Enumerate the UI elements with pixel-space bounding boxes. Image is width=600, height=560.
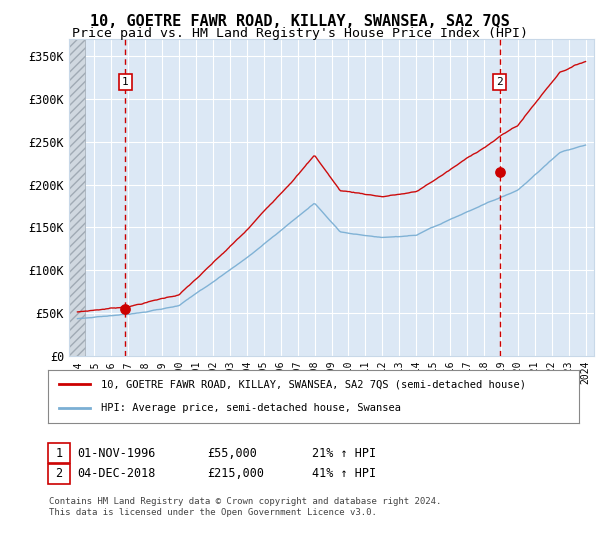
Text: Contains HM Land Registry data © Crown copyright and database right 2024.
This d: Contains HM Land Registry data © Crown c… — [49, 497, 442, 517]
Text: 10, GOETRE FAWR ROAD, KILLAY, SWANSEA, SA2 7QS: 10, GOETRE FAWR ROAD, KILLAY, SWANSEA, S… — [90, 14, 510, 29]
Text: £55,000: £55,000 — [207, 446, 257, 460]
Text: 41% ↑ HPI: 41% ↑ HPI — [312, 467, 376, 480]
Text: 01-NOV-1996: 01-NOV-1996 — [77, 446, 155, 460]
Text: 2: 2 — [55, 467, 62, 480]
Point — [494, 167, 504, 176]
Text: 1: 1 — [55, 446, 62, 460]
Text: 10, GOETRE FAWR ROAD, KILLAY, SWANSEA, SA2 7QS (semi-detached house): 10, GOETRE FAWR ROAD, KILLAY, SWANSEA, S… — [101, 380, 526, 390]
Bar — [69, 39, 85, 356]
Text: 2: 2 — [496, 77, 503, 87]
Text: Price paid vs. HM Land Registry's House Price Index (HPI): Price paid vs. HM Land Registry's House … — [72, 27, 528, 40]
Text: 04-DEC-2018: 04-DEC-2018 — [77, 467, 155, 480]
Point — [121, 304, 130, 313]
Text: £215,000: £215,000 — [207, 467, 264, 480]
Text: 1: 1 — [122, 77, 129, 87]
Text: 21% ↑ HPI: 21% ↑ HPI — [312, 446, 376, 460]
Text: HPI: Average price, semi-detached house, Swansea: HPI: Average price, semi-detached house,… — [101, 403, 401, 413]
